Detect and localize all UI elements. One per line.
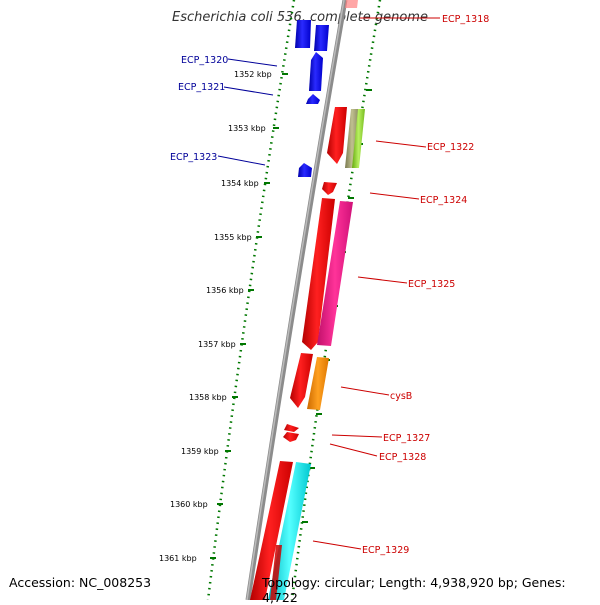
tick-label: 1356 kbp — [206, 286, 244, 295]
feature-ECP_1320-b[interactable] — [314, 25, 329, 51]
feature-ECP_1329-red-b[interactable] — [270, 545, 282, 600]
genome-backbone — [245, 0, 348, 600]
gene-label-ECP_1328[interactable]: ECP_1328 — [379, 452, 426, 463]
feature-ECP_1322-misc[interactable] — [352, 109, 365, 168]
tick-label: 1352 kbp — [234, 70, 272, 79]
gene-label-ECP_1327[interactable]: ECP_1327 — [383, 433, 430, 444]
gene-label-ECP_1321[interactable]: ECP_1321 — [178, 82, 225, 93]
leader-ECP_1321 — [223, 86, 274, 96]
feature-ECP_1321[interactable] — [309, 52, 323, 91]
gene-label-ECP_1324[interactable]: ECP_1324 — [420, 195, 467, 206]
gene-label-ECP_1325[interactable]: ECP_1325 — [408, 279, 455, 290]
leader-ECP_1323 — [217, 155, 266, 166]
leader-ECP_1329 — [312, 540, 362, 550]
feature-ECP_1320-a[interactable] — [295, 20, 311, 48]
leader-lines — [217, 17, 440, 550]
leader-ECP_1328 — [329, 443, 378, 457]
leader-cysB — [340, 386, 390, 396]
inner-ring-dotted — [206, 0, 296, 600]
gene-label-ECP_1318[interactable]: ECP_1318 — [442, 14, 489, 25]
feature-ECP_1318[interactable] — [345, 0, 358, 8]
feature-ECP_1325-pink[interactable] — [317, 201, 353, 346]
accession-text: Accession: NC_008253 — [9, 575, 152, 590]
tick-label: 1361 kbp — [159, 554, 197, 563]
leader-ECP_1327 — [331, 434, 383, 438]
feature-ECP_1321-b[interactable] — [306, 94, 320, 104]
feature-ECP_1328[interactable] — [283, 432, 299, 442]
tick-label: 1357 kbp — [198, 340, 236, 349]
leader-ECP_1325 — [357, 276, 408, 284]
gene-label-ECP_1329[interactable]: ECP_1329 — [362, 545, 409, 556]
feature-ECP_1322[interactable] — [327, 107, 347, 164]
feature-ECP_1322-rna[interactable] — [345, 109, 359, 168]
feature-cysB-orange[interactable] — [307, 357, 329, 410]
tick-label: 1353 kbp — [228, 124, 266, 133]
leader-ECP_1322 — [375, 140, 427, 148]
tick-label: 1354 kbp — [221, 179, 259, 188]
feature-ECP_1327[interactable] — [284, 424, 299, 432]
map-title: Escherichia coli 536, complete genome — [172, 10, 428, 25]
tick-label: 1360 kbp — [170, 500, 208, 509]
genome-summary-text: Topology: circular; Length: 4,938,920 bp… — [262, 575, 566, 605]
gene-label-ECP_1320[interactable]: ECP_1320 — [181, 55, 228, 66]
genome-backbone-highlight — [246, 0, 345, 600]
feature-ECP_1324[interactable] — [322, 182, 337, 195]
leader-ECP_1320 — [227, 58, 278, 67]
tick-label: 1359 kbp — [181, 447, 219, 456]
feature-ECP_1329[interactable] — [250, 461, 293, 600]
gene-label-cysB[interactable]: cysB — [390, 391, 412, 402]
gene-label-ECP_1323[interactable]: ECP_1323 — [170, 152, 217, 163]
tick-label: 1355 kbp — [214, 233, 252, 242]
leader-ECP_1324 — [369, 192, 420, 200]
feature-ECP_1323[interactable] — [298, 163, 312, 177]
tick-label: 1358 kbp — [189, 393, 227, 402]
feature-cysB[interactable] — [290, 353, 313, 408]
feature-ECP_1325[interactable] — [302, 198, 335, 350]
outer-ring-dotted — [290, 0, 382, 600]
gene-label-ECP_1322[interactable]: ECP_1322 — [427, 142, 474, 153]
